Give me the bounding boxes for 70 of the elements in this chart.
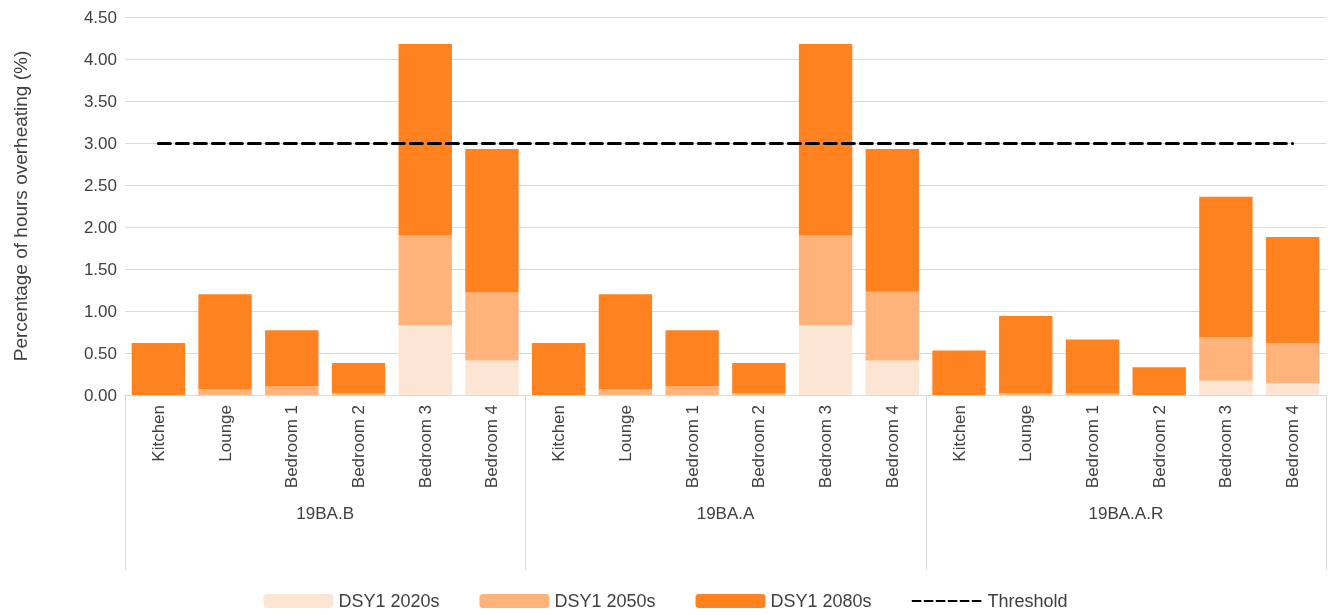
y-axis-title: Percentage of hours overheating (%)	[10, 50, 31, 362]
bar	[665, 330, 719, 387]
bar	[398, 235, 452, 326]
legend-label: Threshold	[987, 591, 1068, 611]
bar	[1265, 342, 1320, 384]
bar	[732, 363, 786, 394]
bar	[1199, 337, 1253, 381]
bar	[265, 330, 319, 387]
bar	[398, 325, 452, 395]
bar	[131, 342, 186, 395]
bar	[398, 43, 452, 236]
legend-label: DSY1 2080s	[770, 591, 872, 611]
x-tick-label: Bedroom 4	[482, 405, 502, 489]
x-tick-label: Bedroom 2	[749, 405, 769, 489]
x-tick-label: Bedroom 3	[415, 405, 435, 489]
x-tick-label: Bedroom 3	[1216, 405, 1236, 489]
bar	[798, 235, 853, 326]
bar	[865, 360, 919, 395]
bar	[1065, 339, 1120, 394]
bar	[865, 291, 919, 361]
y-tick-label: 0.00	[83, 385, 117, 405]
bar	[465, 360, 519, 395]
bar	[198, 294, 252, 390]
x-tick-label: Bedroom 1	[682, 405, 702, 489]
bar	[1265, 383, 1320, 395]
x-tick-label: Kitchen	[949, 405, 969, 462]
y-tick-label: 2.50	[83, 175, 117, 195]
y-tick-label: 3.50	[83, 91, 117, 111]
text: 19BA.B	[296, 504, 354, 523]
bar	[532, 342, 586, 395]
x-tick-label: Bedroom 1	[1082, 405, 1102, 489]
legend-label: DSY1 2020s	[338, 591, 440, 611]
bar	[865, 148, 919, 292]
bar	[1199, 196, 1253, 338]
bar	[798, 325, 853, 395]
text: 19BA.A.R	[1088, 504, 1164, 523]
x-tick-label: Kitchen	[148, 405, 168, 462]
y-tick-label: 1.00	[83, 301, 117, 321]
x-tick-label: Bedroom 2	[1149, 405, 1169, 489]
bar	[598, 389, 653, 395]
bar	[465, 292, 519, 361]
x-tick-label: Bedroom 1	[282, 405, 302, 489]
x-tick-label: Lounge	[615, 405, 635, 462]
bar	[465, 148, 519, 293]
x-tick-label: Kitchen	[549, 405, 569, 462]
bar	[265, 386, 319, 395]
text: 19BA.A	[696, 504, 755, 523]
y-tick-label: 3.00	[83, 133, 117, 153]
bar	[598, 294, 653, 390]
bar	[1265, 237, 1320, 343]
y-tick-label: 0.50	[83, 343, 117, 363]
y-tick-label: 1.50	[83, 259, 117, 279]
bar	[932, 350, 986, 395]
bar	[665, 386, 719, 395]
x-tick-label: Bedroom 2	[349, 405, 369, 489]
x-tick-label: Lounge	[215, 405, 235, 462]
bar	[198, 389, 252, 395]
bar	[798, 43, 853, 236]
bar	[1132, 367, 1186, 395]
y-tick-label: 4.00	[83, 49, 117, 69]
bar	[999, 316, 1053, 394]
bar	[331, 363, 386, 394]
bar	[1199, 380, 1253, 395]
y-tick-label: 2.00	[83, 217, 117, 237]
x-tick-label: Lounge	[1016, 405, 1036, 462]
legend-label: DSY1 2050s	[554, 591, 656, 611]
y-tick-label: 4.50	[83, 7, 117, 27]
x-tick-label: Bedroom 3	[816, 405, 836, 489]
x-tick-label: Bedroom 4	[882, 405, 902, 489]
x-tick-label: Bedroom 4	[1283, 405, 1303, 489]
